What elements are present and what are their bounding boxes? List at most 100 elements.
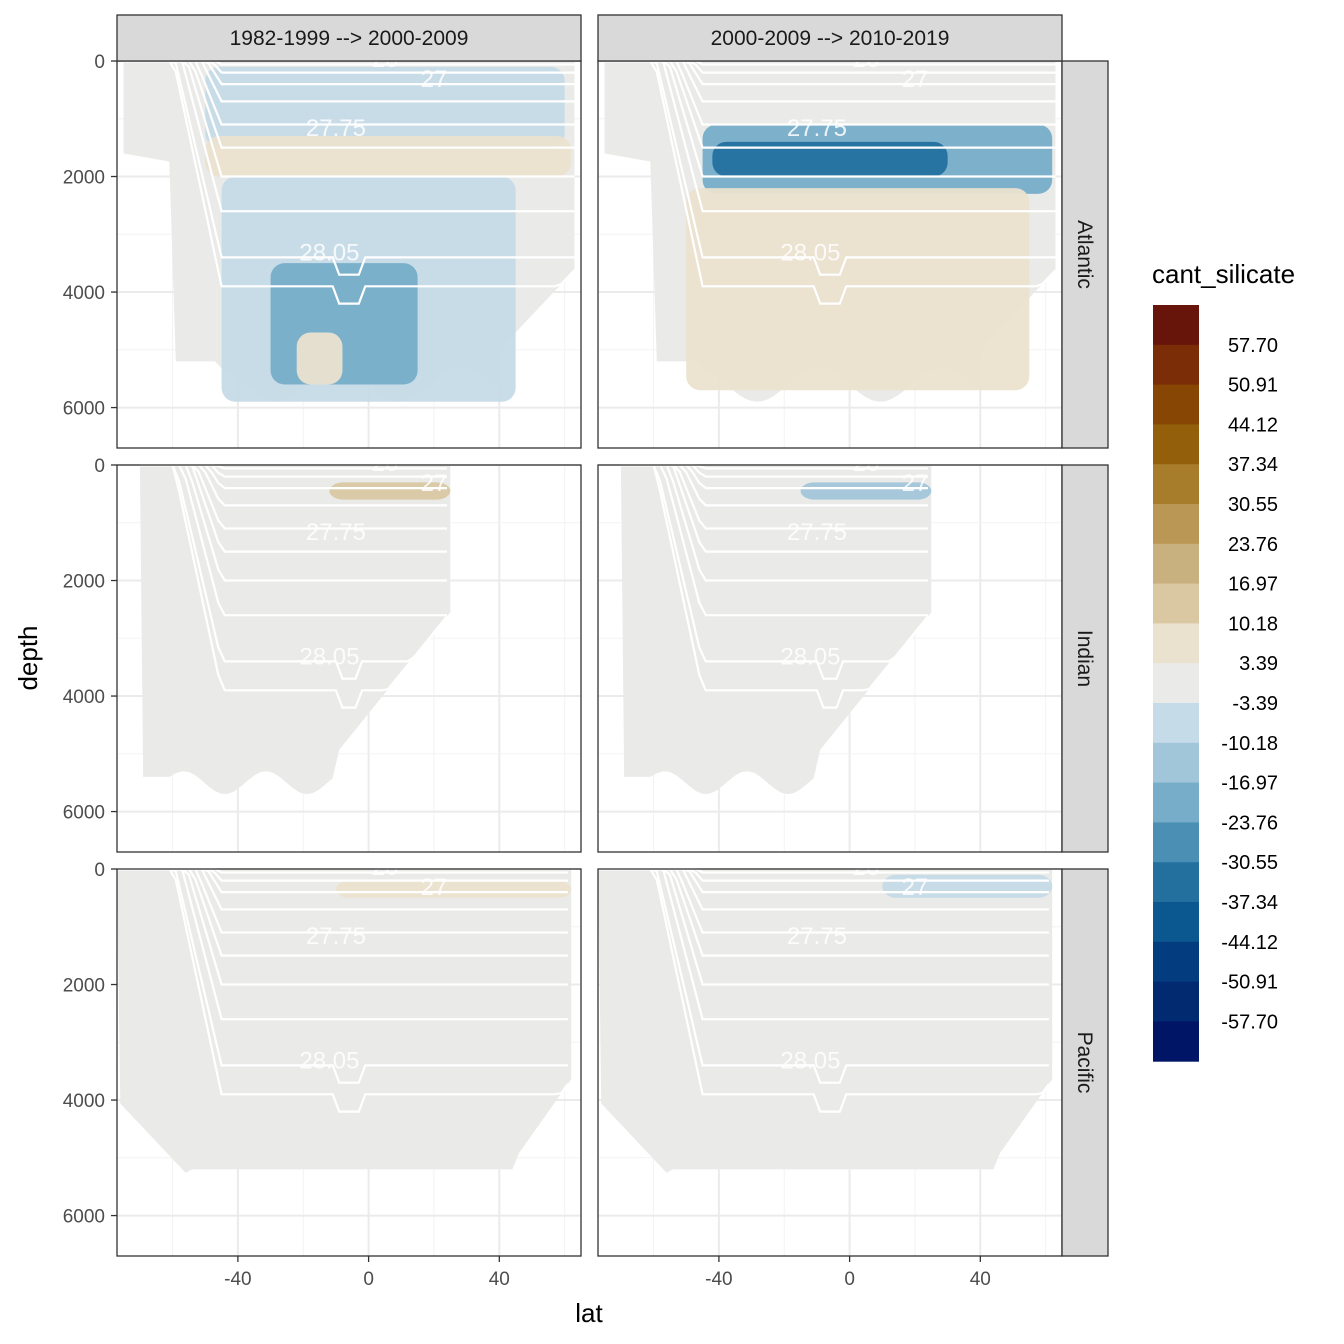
y-tick-label: 2000 bbox=[63, 572, 105, 593]
isopycnal-label: 28.05 bbox=[780, 643, 840, 670]
legend-label: -37.34 bbox=[1221, 892, 1278, 914]
legend-swatch bbox=[1153, 543, 1199, 585]
legend-swatch bbox=[1153, 504, 1199, 545]
row-strip-label: Atlantic bbox=[1073, 220, 1096, 289]
isopycnal-line bbox=[620, 463, 929, 680]
isopycnal-line bbox=[139, 463, 448, 680]
legend-label: 16.97 bbox=[1228, 574, 1278, 596]
anomaly-region bbox=[329, 482, 451, 500]
legend-label: -30.55 bbox=[1221, 852, 1278, 874]
y-tick-label: 2000 bbox=[63, 976, 105, 997]
isopycnal-label: 27 bbox=[902, 874, 929, 901]
ocean-section bbox=[117, 869, 572, 1173]
column-strip-label: 2000-2009 --> 2010-2019 bbox=[711, 27, 950, 50]
legend-label: -16.97 bbox=[1221, 773, 1278, 795]
isopycnal-label: 27.75 bbox=[306, 519, 366, 546]
y-tick-label: 4000 bbox=[63, 687, 105, 708]
strip-background bbox=[1061, 464, 1109, 853]
isopycnal-line bbox=[123, 59, 575, 276]
isopycnal-line bbox=[604, 59, 1056, 213]
x-tick-label: 0 bbox=[844, 1269, 855, 1290]
panel-border bbox=[116, 868, 582, 1257]
anomaly-region bbox=[270, 263, 418, 385]
ocean-section bbox=[139, 465, 451, 795]
isopycnal-line bbox=[123, 59, 575, 126]
panel-indian-0: 26 27 27.75 28.05 bbox=[116, 450, 582, 853]
legend-label: 3.39 bbox=[1239, 653, 1278, 675]
isopycnal-label: 28.05 bbox=[780, 239, 840, 266]
isopycnal-label: 27 bbox=[421, 470, 448, 497]
legend-label: -3.39 bbox=[1232, 693, 1278, 715]
isopycnal-label: 27 bbox=[902, 470, 929, 497]
isopycnal-label: 26 bbox=[372, 854, 399, 881]
isopycnal-label: 26 bbox=[372, 450, 399, 477]
isopycnal-line bbox=[123, 59, 575, 178]
legend-swatch bbox=[1153, 1021, 1199, 1062]
legend-swatch bbox=[1153, 464, 1199, 505]
legend-swatch bbox=[1153, 862, 1199, 903]
isopycnal-line bbox=[123, 59, 575, 213]
legend-label: 44.12 bbox=[1228, 414, 1278, 436]
legend-label: -50.91 bbox=[1221, 972, 1278, 994]
legend-label: 23.76 bbox=[1228, 534, 1278, 556]
legend-swatch bbox=[1153, 663, 1199, 704]
anomaly-region bbox=[205, 136, 572, 177]
row-strip: Atlantic bbox=[1061, 60, 1109, 449]
anomaly-region bbox=[335, 880, 572, 898]
isopycnal-label: 28.05 bbox=[299, 239, 359, 266]
ocean-section bbox=[620, 465, 932, 795]
row-strip-label: Indian bbox=[1073, 630, 1096, 687]
y-tick-label: 6000 bbox=[63, 1207, 105, 1228]
isopycnal-line bbox=[598, 867, 1049, 1084]
isopycnal-line bbox=[604, 59, 1056, 126]
y-tick-label: 0 bbox=[94, 456, 105, 477]
isopycnal-label: 27 bbox=[902, 66, 929, 93]
strip-background bbox=[1061, 60, 1109, 449]
isopycnal-line bbox=[117, 867, 569, 1113]
column-strip: 1982-1999 --> 2000-2009 bbox=[116, 14, 582, 62]
legend-swatch bbox=[1153, 424, 1199, 465]
isopycnal-line bbox=[117, 867, 568, 1021]
x-tick-label: 40 bbox=[489, 1269, 510, 1290]
row-strip: Pacific bbox=[1061, 868, 1109, 1257]
column-strip: 2000-2009 --> 2010-2019 bbox=[597, 14, 1063, 62]
legend-label: -10.18 bbox=[1221, 733, 1278, 755]
isopycnal-line bbox=[139, 463, 447, 553]
isopycnal-label: 28.05 bbox=[299, 1047, 359, 1074]
isopycnal-line bbox=[620, 463, 928, 553]
panel-indian-1: 26 27 27.75 28.05 bbox=[597, 450, 1063, 853]
isopycnal-label: 26 bbox=[853, 450, 880, 477]
y-tick-label: 0 bbox=[94, 860, 105, 881]
panel-border bbox=[116, 464, 582, 853]
isopycnal-line bbox=[117, 867, 568, 986]
column-strip-label: 1982-1999 --> 2000-2009 bbox=[230, 27, 469, 50]
legend-swatch bbox=[1153, 782, 1199, 823]
y-tick-label: 2000 bbox=[63, 168, 105, 189]
isopycnal-label: 27.75 bbox=[787, 923, 847, 950]
strip-background bbox=[116, 14, 582, 62]
legend-swatch bbox=[1153, 981, 1199, 1022]
isopycnal-line bbox=[123, 59, 576, 305]
x-axis-title: lat bbox=[575, 1298, 603, 1328]
isopycnal-line bbox=[620, 463, 928, 617]
legend-swatch bbox=[1153, 703, 1199, 744]
legend: cant_silicate 57.70 50.91 44.12 37.34 30.55 23… bbox=[1152, 259, 1295, 1062]
anomaly-region bbox=[712, 141, 948, 177]
isopycnal-line bbox=[598, 867, 1049, 1021]
y-tick-label: 4000 bbox=[63, 1091, 105, 1112]
row-strip: Indian bbox=[1061, 464, 1109, 853]
isopycnal-label: 27.75 bbox=[787, 519, 847, 546]
x-tick-label: -40 bbox=[705, 1269, 732, 1290]
legend-swatch bbox=[1153, 305, 1199, 346]
anomaly-region bbox=[686, 188, 1030, 391]
legend-label: 37.34 bbox=[1228, 454, 1278, 476]
legend-title: cant_silicate bbox=[1152, 259, 1295, 289]
facet-panels: 26 27 27.75 28.05 26 27 27.75 28.05 26 27 27.75 28.… bbox=[116, 46, 1063, 1257]
legend-label: 50.91 bbox=[1228, 375, 1278, 397]
isopycnal-label: 27 bbox=[421, 66, 448, 93]
y-tick-label: 4000 bbox=[63, 283, 105, 304]
isopycnal-line bbox=[117, 867, 568, 1084]
isopycnal-line bbox=[620, 463, 928, 582]
legend-label: 30.55 bbox=[1228, 494, 1278, 516]
